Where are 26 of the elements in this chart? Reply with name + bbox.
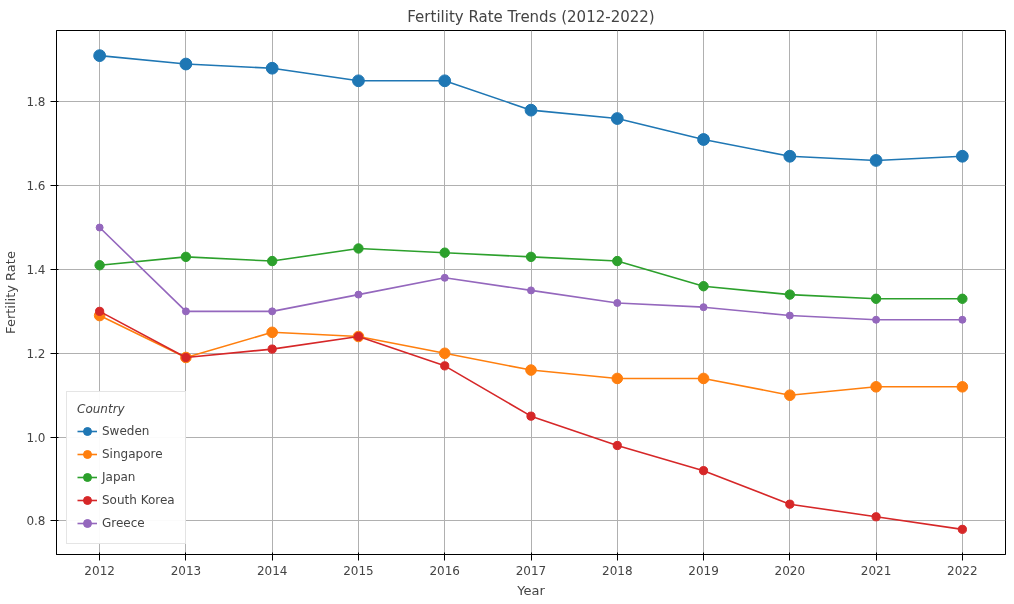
x-tick-label: 2013: [170, 563, 202, 578]
x-tick-label: 2019: [688, 563, 719, 578]
y-tick-label: 1.2: [26, 346, 46, 361]
x-tick-label: 2022: [947, 563, 978, 578]
y-axis-title: Fertility Rate: [3, 251, 19, 334]
legend-label: Sweden: [102, 424, 150, 438]
legend-label: Greece: [102, 516, 145, 530]
x-tick-label: 2018: [602, 563, 633, 578]
x-tick-label: 2020: [774, 563, 806, 578]
x-tick-label: 2015: [343, 563, 374, 578]
y-tick-label: 0.8: [26, 514, 46, 529]
x-tick-label: 2012: [84, 563, 115, 578]
x-tick-label: 2014: [256, 563, 288, 578]
x-axis-title: Year: [516, 582, 546, 598]
x-tick-label: 2021: [860, 563, 892, 578]
chart-title: Fertility Rate Trends (2012-2022): [407, 7, 655, 26]
y-tick-label: 1.4: [26, 262, 46, 277]
y-tick-label: 1.6: [26, 179, 46, 194]
legend-title: Country: [77, 402, 126, 416]
legend-label: Japan: [102, 470, 136, 484]
y-tick-label: 1.8: [26, 95, 46, 110]
y-tick-label: 1.0: [26, 430, 46, 445]
legend-label: South Korea: [102, 493, 175, 507]
x-tick-label: 2017: [515, 563, 547, 578]
x-tick-label: 2016: [429, 563, 460, 578]
legend-label: Singapore: [102, 447, 163, 461]
